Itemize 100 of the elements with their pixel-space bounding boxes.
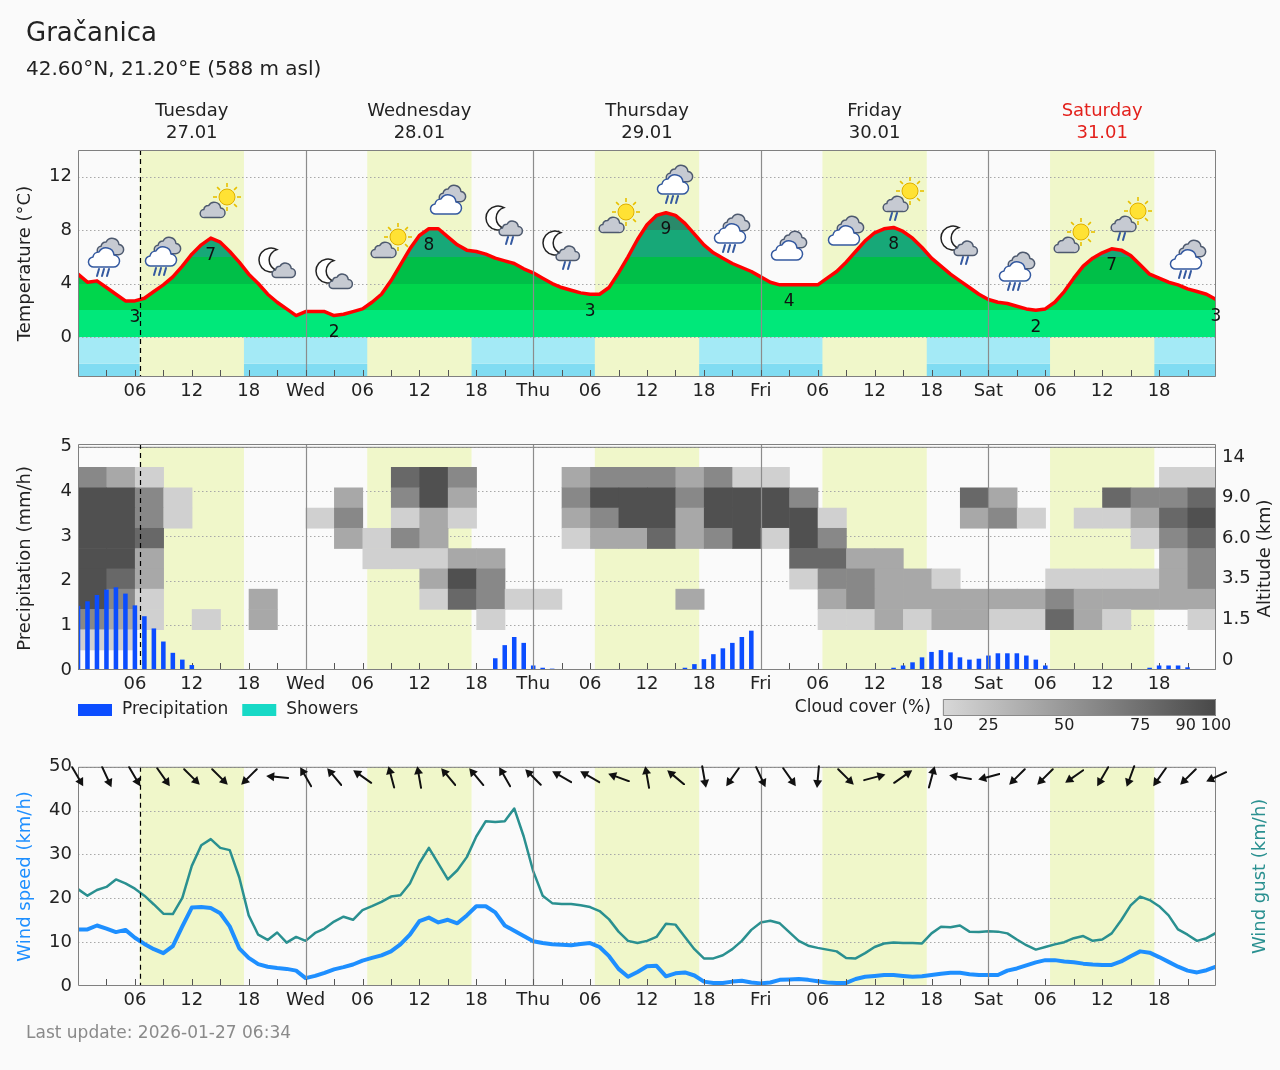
y-tick-label: 12 xyxy=(49,164,72,186)
annotation: 4 xyxy=(783,290,795,311)
x-tick-label: 06 xyxy=(123,988,147,1010)
x-tick-label: 12 xyxy=(863,379,887,401)
y-tick-label: 3.5 xyxy=(1222,566,1251,588)
x-tick-label: 18 xyxy=(1147,672,1171,694)
y-tick-label: 0 xyxy=(60,324,72,346)
x-tick-label: 18 xyxy=(1147,379,1171,401)
color-bar-label: 25 xyxy=(978,715,999,735)
x-tick-label: Thu xyxy=(515,672,551,694)
x-tick-label: 18 xyxy=(920,379,943,401)
x-tick-label: 18 xyxy=(464,672,488,694)
y-tick-label: 4 xyxy=(60,271,72,293)
x-tick-label: 12 xyxy=(407,988,431,1010)
y-tick-label: 6.0 xyxy=(1222,525,1251,547)
x-tick-label: 06 xyxy=(1033,672,1057,694)
x-tick-label: 12 xyxy=(1090,672,1114,694)
legend-label: Precipitation xyxy=(122,698,229,719)
x-tick-label: 12 xyxy=(1090,379,1114,401)
x-tick-label: 06 xyxy=(1033,379,1057,401)
x-tick-label: 06 xyxy=(806,988,830,1010)
y-axis-title: Altitude (km) xyxy=(1252,499,1274,618)
x-tick-label: Fri xyxy=(750,379,772,401)
x-tick-label: 06 xyxy=(806,672,830,694)
x2-tick-label: Friday 30.01 xyxy=(847,99,903,142)
annotation: 2 xyxy=(1030,315,1042,336)
x-tick-label: 12 xyxy=(407,672,431,694)
x-tick-label: Sat xyxy=(973,672,1004,694)
annotation: 2 xyxy=(328,321,340,341)
x-tick-label: 12 xyxy=(635,988,659,1010)
y-tick-label: 14 xyxy=(1222,444,1245,466)
y-tick-label: 30 xyxy=(49,842,72,864)
color-bar-title: Cloud cover (%) xyxy=(794,695,931,716)
x-tick-label: 06 xyxy=(351,672,374,694)
x-tick-label: 12 xyxy=(1090,988,1114,1010)
x-tick-label: 06 xyxy=(578,379,602,401)
y2-axis-title: Wind gust (km/h) xyxy=(1247,798,1269,955)
x-tick-label: 18 xyxy=(692,672,716,694)
y-tick-label: 9.0 xyxy=(1222,485,1251,507)
x-tick-label: Sat xyxy=(973,988,1004,1010)
x-tick-label: 18 xyxy=(1147,988,1171,1010)
legend-label: Showers xyxy=(286,698,359,719)
x-tick-label: 06 xyxy=(806,379,830,401)
x-tick-label: Wed xyxy=(285,379,326,401)
x-tick-label: 06 xyxy=(351,988,374,1010)
y-tick-label: 40 xyxy=(49,798,72,820)
color-bar-label: 90 xyxy=(1175,715,1196,735)
y-axis-title: Precipitation (mm/h) xyxy=(12,465,34,651)
annotation: 7 xyxy=(1106,254,1118,275)
y-tick-label: 2 xyxy=(60,568,72,590)
x-tick-label: 12 xyxy=(635,672,659,694)
text: Last update: 2026-01-27 06:34 xyxy=(26,1021,292,1043)
y-tick-label: 5 xyxy=(60,434,72,456)
x-tick-label: Wed xyxy=(285,672,326,694)
annotation: 8 xyxy=(423,234,435,255)
color-bar-label: 10 xyxy=(932,715,954,735)
x-tick-label: 12 xyxy=(863,672,887,694)
x-tick-label: 18 xyxy=(237,379,261,401)
color-bar-label: 50 xyxy=(1054,715,1075,735)
x-tick-label: Sat xyxy=(973,379,1004,401)
x-tick-label: 06 xyxy=(123,379,147,401)
y-tick-label: 50 xyxy=(49,754,72,776)
x-tick-label: 06 xyxy=(578,988,602,1010)
x-tick-label: 18 xyxy=(464,379,488,401)
annotation: 8 xyxy=(888,232,899,253)
y-tick-label: 1.5 xyxy=(1222,606,1251,628)
chart-title: Gračanica xyxy=(26,16,157,48)
x-tick-label: 12 xyxy=(407,379,431,401)
y-tick-label: 0 xyxy=(60,973,72,995)
chart-subtitle: 42.60°N, 21.20°E (588 m asl) xyxy=(26,55,322,81)
x-tick-label: 06 xyxy=(351,379,374,401)
x2-tick-label: Thursday 29.01 xyxy=(604,99,690,142)
x-tick-label: Wed xyxy=(285,988,326,1010)
annotation: 3 xyxy=(584,299,596,320)
x-tick-label: 12 xyxy=(180,988,204,1010)
x-tick-label: Thu xyxy=(515,988,551,1010)
x-tick-label: 12 xyxy=(635,379,659,401)
y-tick-label: 10 xyxy=(49,929,72,951)
y-tick-label: 0 xyxy=(60,657,72,679)
x-tick-label: 18 xyxy=(920,988,943,1010)
x2-tick-label: Tuesday 27.01 xyxy=(154,99,229,142)
color-bar-label: 100 xyxy=(1200,715,1232,735)
x-tick-label: 12 xyxy=(180,379,204,401)
annotation: 9 xyxy=(660,218,672,239)
x-tick-label: Fri xyxy=(750,672,772,694)
x-tick-label: 12 xyxy=(863,988,887,1010)
x-tick-label: 18 xyxy=(692,379,716,401)
x-tick-label: 18 xyxy=(237,988,261,1010)
x-tick-label: 18 xyxy=(920,672,943,694)
x-tick-label: 06 xyxy=(578,672,602,694)
y-axis-title: Temperature (°C) xyxy=(12,185,34,343)
color-bar-label: 75 xyxy=(1129,715,1151,735)
x-tick-label: Thu xyxy=(515,379,551,401)
x-tick-label: 12 xyxy=(180,672,204,694)
x-tick-label: 18 xyxy=(464,988,488,1010)
x2-tick-label: Saturday 31.01 xyxy=(1061,99,1144,142)
y-axis-title: Wind speed (km/h) xyxy=(12,791,34,962)
x-tick-label: Fri xyxy=(750,988,772,1010)
x-tick-label: 18 xyxy=(237,672,261,694)
x2-tick-label: Wednesday 28.01 xyxy=(367,99,472,142)
